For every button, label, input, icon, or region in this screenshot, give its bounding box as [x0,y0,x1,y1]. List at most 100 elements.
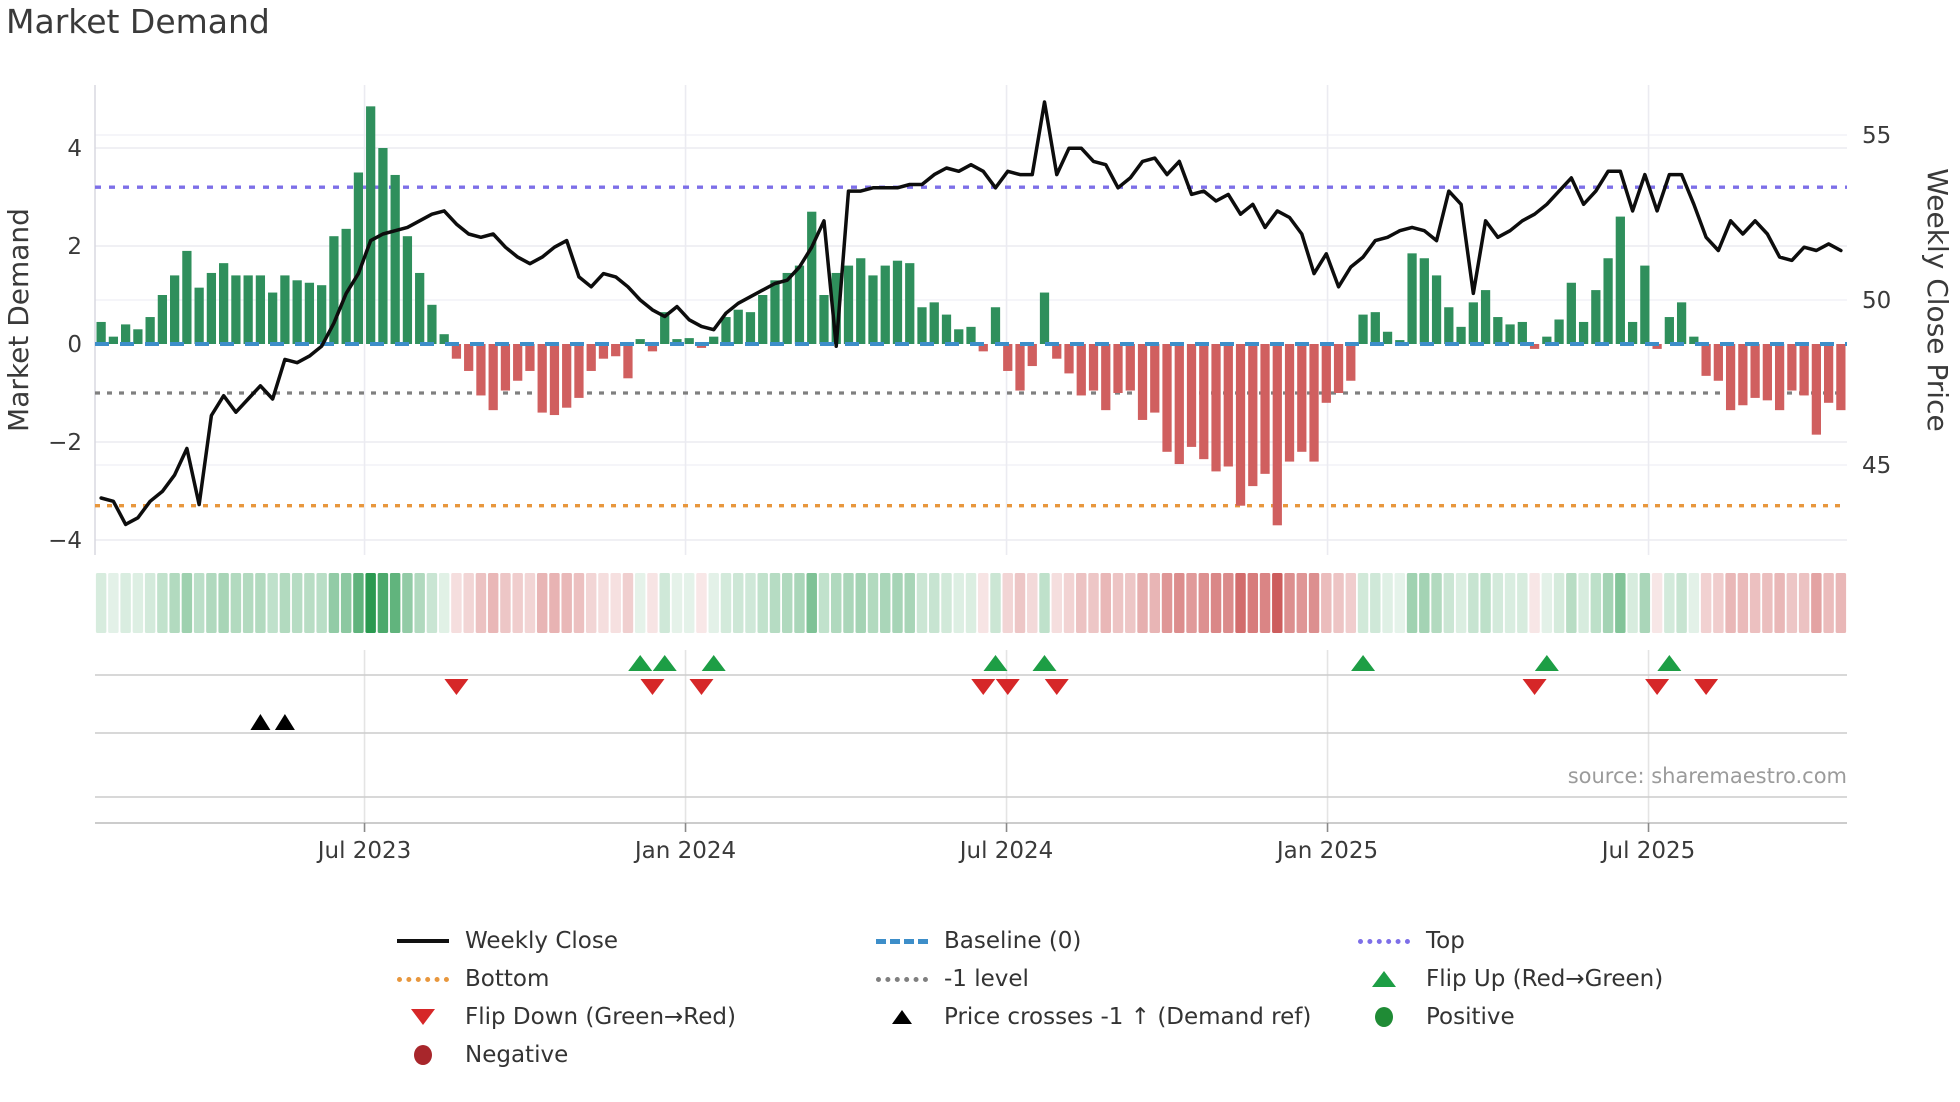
demand-bar [672,339,682,344]
triangle-up-green-icon [1358,971,1410,987]
demand-bar [194,287,204,344]
demand-bar [1272,344,1282,526]
heatmap-cell [696,573,707,633]
demand-bar [537,344,547,413]
heatmap-cell [1602,573,1614,633]
demand-bar [1125,344,1135,391]
heatmap-cell [1639,573,1651,633]
heatmap-cell [463,573,474,633]
x-axis-tick-label: Jul 2024 [958,838,1054,864]
heatmap-cell [1737,573,1749,633]
flip-down-marker [689,679,714,695]
heatmap-cell [1149,573,1161,633]
heatmap-cell [1296,573,1308,633]
heatmap-cell [1713,573,1724,633]
demand-bar [378,148,388,344]
demand-bar [317,285,327,344]
demand-bar [574,344,584,398]
demand-bar [1603,258,1613,344]
legend-label: Weekly Close [465,928,618,954]
demand-bar [1199,344,1209,460]
heatmap-cell [831,573,842,633]
demand-bar [598,344,609,359]
demand-bar [219,263,229,344]
heatmap-cell [1112,573,1124,633]
x-axis-tick-label: Jul 2023 [316,838,412,864]
x-axis-tick-label: Jan 2024 [633,838,736,864]
heatmap-cell [1333,573,1344,633]
demand-bar [133,329,143,344]
heatmap-cell [1014,573,1026,633]
demand-bar [966,326,976,344]
x-axis-tick-label: Jul 2025 [1600,838,1696,864]
flip-down-marker [1694,679,1719,695]
heatmap-cell [1308,573,1320,633]
heatmap-cell [1063,573,1075,633]
heatmap-cell [794,573,805,633]
demand-bar [1284,344,1295,462]
demand-bar [905,263,915,344]
heatmap-cell [475,573,487,633]
heatmap-cell [1676,573,1687,633]
heatmap-cell [1762,573,1773,633]
heatmap-cell [1578,573,1589,633]
heatmap-cell [978,573,989,633]
demand-bar [500,344,511,391]
heatmap-cell [892,573,903,633]
right-axis-title: Weekly Close Price [1921,168,1954,431]
demand-bar [1713,344,1723,381]
heatmap-cell [818,573,830,633]
demand-bar [1211,344,1221,472]
demand-bar [770,280,780,344]
left-axis-tick-label: −2 [48,430,82,456]
heatmap-cell [438,573,450,633]
demand-bar [1542,336,1552,344]
heatmap-cell [1272,573,1283,633]
demand-bar [1529,344,1540,349]
heatmap-cell [1468,573,1479,633]
heatmap-cell [95,573,107,633]
demand-bar [978,344,988,352]
heatmap-cell [720,573,732,633]
heatmap-cell [451,573,462,633]
heatmap-cell [671,573,683,633]
demand-bar [402,236,413,344]
heatmap-cell [1321,573,1332,633]
demand-bar [1836,344,1846,411]
demand-bar [819,295,829,344]
bottom-dotted-line-icon [397,976,449,982]
heatmap-cell [1125,573,1136,633]
heatmap-cell [304,573,315,633]
demand-bar [1235,344,1246,506]
heatmap-cell [867,573,879,633]
weekly-close-line-icon [397,939,449,943]
flip-down-marker [444,679,469,695]
legend-item-weekly-close: Weekly Close [397,928,736,954]
demand-bar [206,272,217,344]
heatmap-cell [732,573,744,633]
demand-bar [758,295,768,344]
heatmap-cell [291,573,303,633]
demand-bar [1003,344,1013,371]
heatmap-cell [1247,573,1259,633]
demand-bar [1664,317,1674,344]
heatmap-cell [1492,573,1504,633]
demand-bar [892,260,903,344]
heatmap-cell [1811,573,1822,633]
heatmap-cell [1174,573,1185,633]
right-axis-tick-label: 55 [1862,123,1891,149]
heatmap-cell [1443,573,1455,633]
x-axis-tick-label: Jan 2025 [1275,838,1378,864]
minus-one-dotted-line-icon [876,976,928,982]
demand-bar [1064,344,1074,374]
heatmap-cell [1039,573,1050,633]
baseline-dashed-line-icon [876,938,928,944]
demand-bar [1113,344,1123,393]
legend-label: -1 level [944,966,1029,992]
heatmap-cell [169,573,180,633]
demand-bar [1088,344,1099,391]
demand-bar [366,106,376,344]
heatmap-cell [769,573,781,633]
heatmap-cell [1504,573,1516,633]
